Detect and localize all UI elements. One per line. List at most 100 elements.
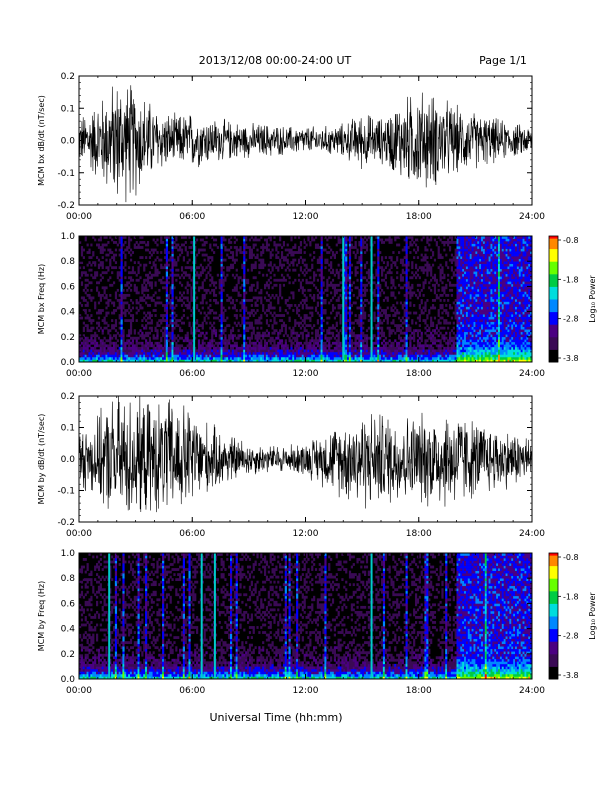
spectrogram-cell <box>241 354 244 358</box>
spectrogram-cell <box>401 359 404 363</box>
spectrogram-cell <box>350 346 353 350</box>
spectrogram-cell <box>211 276 214 280</box>
spectrogram-cell <box>299 241 303 244</box>
spectrogram-cell <box>150 276 153 280</box>
spectrogram-cell <box>364 349 367 353</box>
spectrogram-cell <box>95 281 99 285</box>
spectrogram-cell <box>124 296 127 300</box>
spectrogram-cell <box>201 351 204 355</box>
spectrogram-cell <box>133 329 136 333</box>
spectrogram-cell <box>165 359 169 363</box>
spectrogram-cell <box>360 276 363 280</box>
spectrogram-cell <box>396 341 399 345</box>
spectrogram-cell <box>105 266 108 270</box>
spectrogram-cell <box>216 346 219 350</box>
spectrogram-cell <box>167 359 170 363</box>
spectrogram-cell <box>420 301 423 305</box>
spectrogram-cell <box>424 246 427 249</box>
spectrogram-cell <box>375 324 378 328</box>
spectrogram-cell <box>128 276 131 280</box>
spectrogram-cell <box>246 281 250 285</box>
spectrogram-cell <box>280 319 284 322</box>
spectrogram-cell <box>448 304 452 307</box>
spectrogram-cell <box>265 334 269 338</box>
spectrogram-cell <box>420 253 423 257</box>
spectrogram-cell <box>294 344 297 348</box>
spectrogram-cell <box>118 253 121 257</box>
spectrogram-cell <box>231 349 235 353</box>
spectrogram-cell <box>407 286 410 290</box>
spectrogram-cell <box>339 304 342 307</box>
spectrogram-cell <box>297 273 301 277</box>
spectrogram-cell <box>197 334 201 338</box>
spectrogram-cell <box>209 349 212 353</box>
spectrogram-cell <box>129 309 133 312</box>
spectrogram-cell <box>464 349 467 353</box>
spectrogram-cell <box>456 271 459 275</box>
spectrogram-cell <box>426 354 429 358</box>
spectrogram-cell <box>145 334 148 338</box>
spectrogram-cell <box>418 344 421 348</box>
spectrogram-cell <box>450 346 454 350</box>
spectrogram-cell <box>460 304 463 307</box>
spectrogram-cell <box>224 354 227 358</box>
spectrogram-cell <box>133 356 136 360</box>
spectrogram-cell <box>294 278 297 282</box>
spectrogram-cell <box>160 344 163 348</box>
spectrogram-cell <box>126 356 129 360</box>
spectrogram-cell <box>220 311 223 315</box>
spectrogram-cell <box>360 314 363 317</box>
spectrogram-cell <box>220 271 223 275</box>
spectrogram-cell <box>271 346 274 350</box>
spectrogram-cell <box>377 266 380 270</box>
spectrogram-cell <box>224 246 227 249</box>
spectrogram-cell <box>203 319 206 322</box>
spectrogram-cell <box>339 314 342 317</box>
spectrogram-cell <box>94 354 97 358</box>
spectrogram-cell <box>245 326 248 330</box>
spectrogram-cell <box>216 354 219 358</box>
spectrogram-cell <box>288 306 291 310</box>
spectrogram-cell <box>95 326 99 330</box>
spectrogram-cell <box>171 283 174 287</box>
spectrogram-cell <box>394 306 397 310</box>
spectrogram-cell <box>271 344 274 348</box>
spectrogram-cell <box>196 351 199 355</box>
spectrogram-cell <box>345 248 348 252</box>
spectrogram-cell <box>311 296 314 300</box>
spectrogram-cell <box>118 346 121 350</box>
spectrogram-cell <box>180 236 184 239</box>
spectrogram-cell <box>99 356 102 360</box>
spectrogram-cell <box>230 336 233 340</box>
spectrogram-cell <box>86 243 89 247</box>
spectrogram-cell <box>435 241 438 244</box>
spectrogram-cell <box>103 359 106 363</box>
spectrogram-cell <box>381 331 384 335</box>
spectrogram-cell <box>160 236 163 239</box>
spectrogram-cell <box>311 336 314 340</box>
spectrogram-cell <box>263 331 267 335</box>
spectrogram-cell <box>403 248 406 252</box>
spectrogram-cell <box>348 331 352 335</box>
spectrogram-cell <box>377 281 380 285</box>
spectrogram-cell <box>269 346 272 350</box>
spectrogram-cell <box>382 346 386 350</box>
spectrogram-cell <box>377 261 380 265</box>
spectrogram-cell <box>126 248 129 252</box>
spectrogram-cell <box>243 334 246 338</box>
spectrogram-cell <box>430 354 433 358</box>
spectrogram-cell <box>124 309 127 312</box>
spectrogram-cell <box>246 354 250 358</box>
spectrogram-cell <box>222 236 225 239</box>
spectrogram-cell <box>111 319 114 322</box>
spectrogram-cell <box>254 263 257 267</box>
spectrogram-cell <box>392 341 395 345</box>
spectrogram-cell <box>137 354 140 358</box>
spectrogram-cell <box>364 304 367 307</box>
spectrogram-cell <box>239 293 242 297</box>
spectrogram-cell <box>145 339 148 343</box>
spectrogram-cell <box>409 291 412 295</box>
spectrogram-cell <box>188 346 191 350</box>
spectrogram-cell <box>411 238 414 242</box>
spectrogram-cell <box>365 243 369 247</box>
